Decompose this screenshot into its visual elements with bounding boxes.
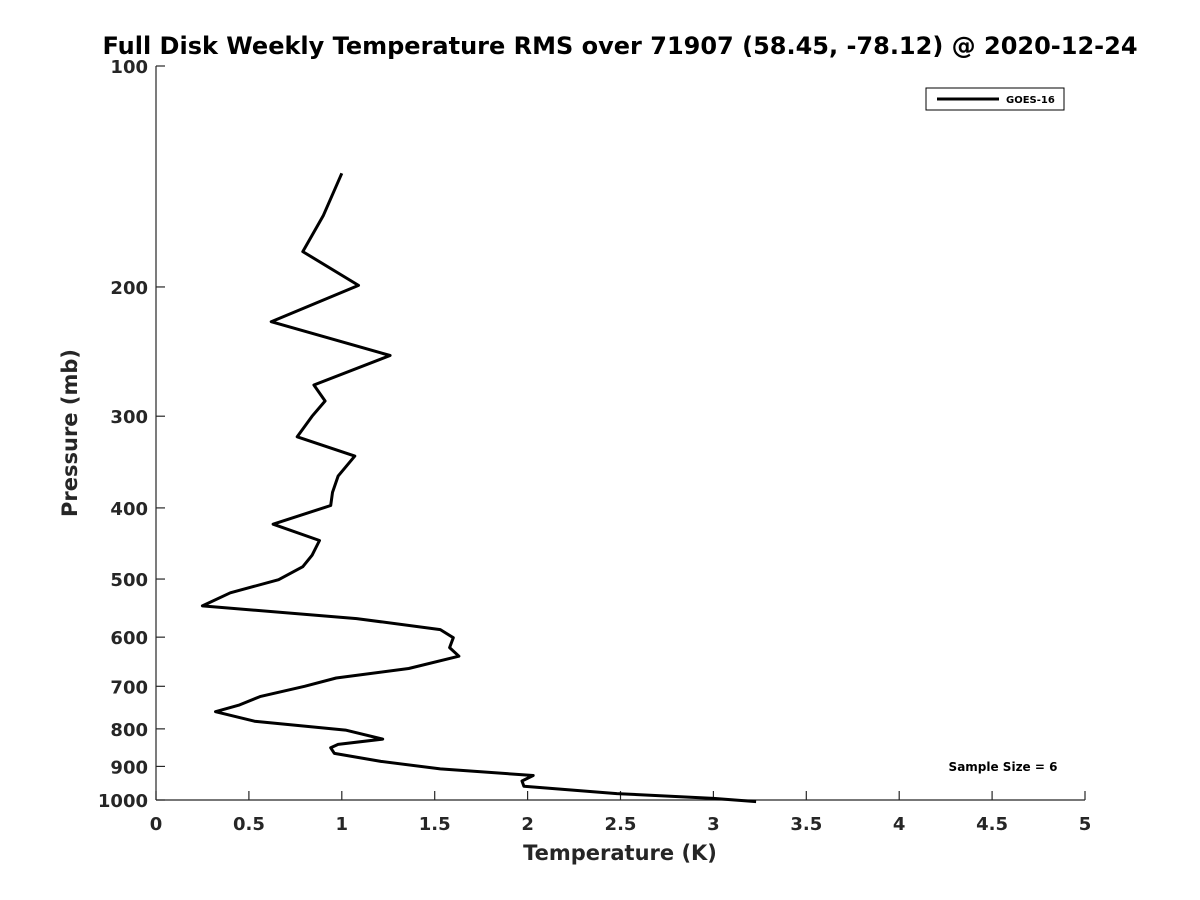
y-axis-ticks: 100 200 300 400 500 600 700 800 900 1000 [98, 57, 165, 812]
x-tick-label: 4.5 [976, 814, 1008, 835]
y-tick-label: 500 [110, 570, 148, 591]
x-axis-label: Temperature (K) [523, 841, 717, 865]
y-axis-label: Pressure (mb) [58, 349, 82, 517]
y-tick-label: 100 [110, 57, 148, 78]
series-line-goes-16 [200, 172, 757, 804]
x-axis-ticks: 0 0.5 1 1.5 2 2.5 3 3.5 4 4.5 5 [150, 791, 1092, 835]
legend: GOES-16 [925, 87, 1065, 111]
y-tick-label: 700 [110, 677, 148, 698]
y-tick-label: 900 [110, 757, 148, 778]
sample-size-annotation: Sample Size = 6 [949, 760, 1058, 774]
y-tick-label: 600 [110, 628, 148, 649]
y-tick-label: 1000 [98, 791, 148, 812]
y-tick-label: 300 [110, 407, 148, 428]
x-tick-label: 1.5 [419, 814, 451, 835]
x-tick-label: 3 [707, 814, 720, 835]
y-tick-label: 800 [110, 720, 148, 741]
x-tick-label: 1 [336, 814, 349, 835]
y-tick-label: 200 [110, 278, 148, 299]
x-tick-label: 2.5 [605, 814, 637, 835]
x-tick-label: 3.5 [790, 814, 822, 835]
x-tick-label: 0.5 [233, 814, 265, 835]
y-tick-label: 400 [110, 499, 148, 520]
x-tick-label: 4 [893, 814, 906, 835]
x-tick-label: 5 [1079, 814, 1092, 835]
chart-title: Full Disk Weekly Temperature RMS over 71… [102, 32, 1137, 60]
x-tick-label: 2 [521, 814, 534, 835]
legend-label-goes-16: GOES-16 [1006, 95, 1055, 106]
x-tick-label: 0 [150, 814, 163, 835]
